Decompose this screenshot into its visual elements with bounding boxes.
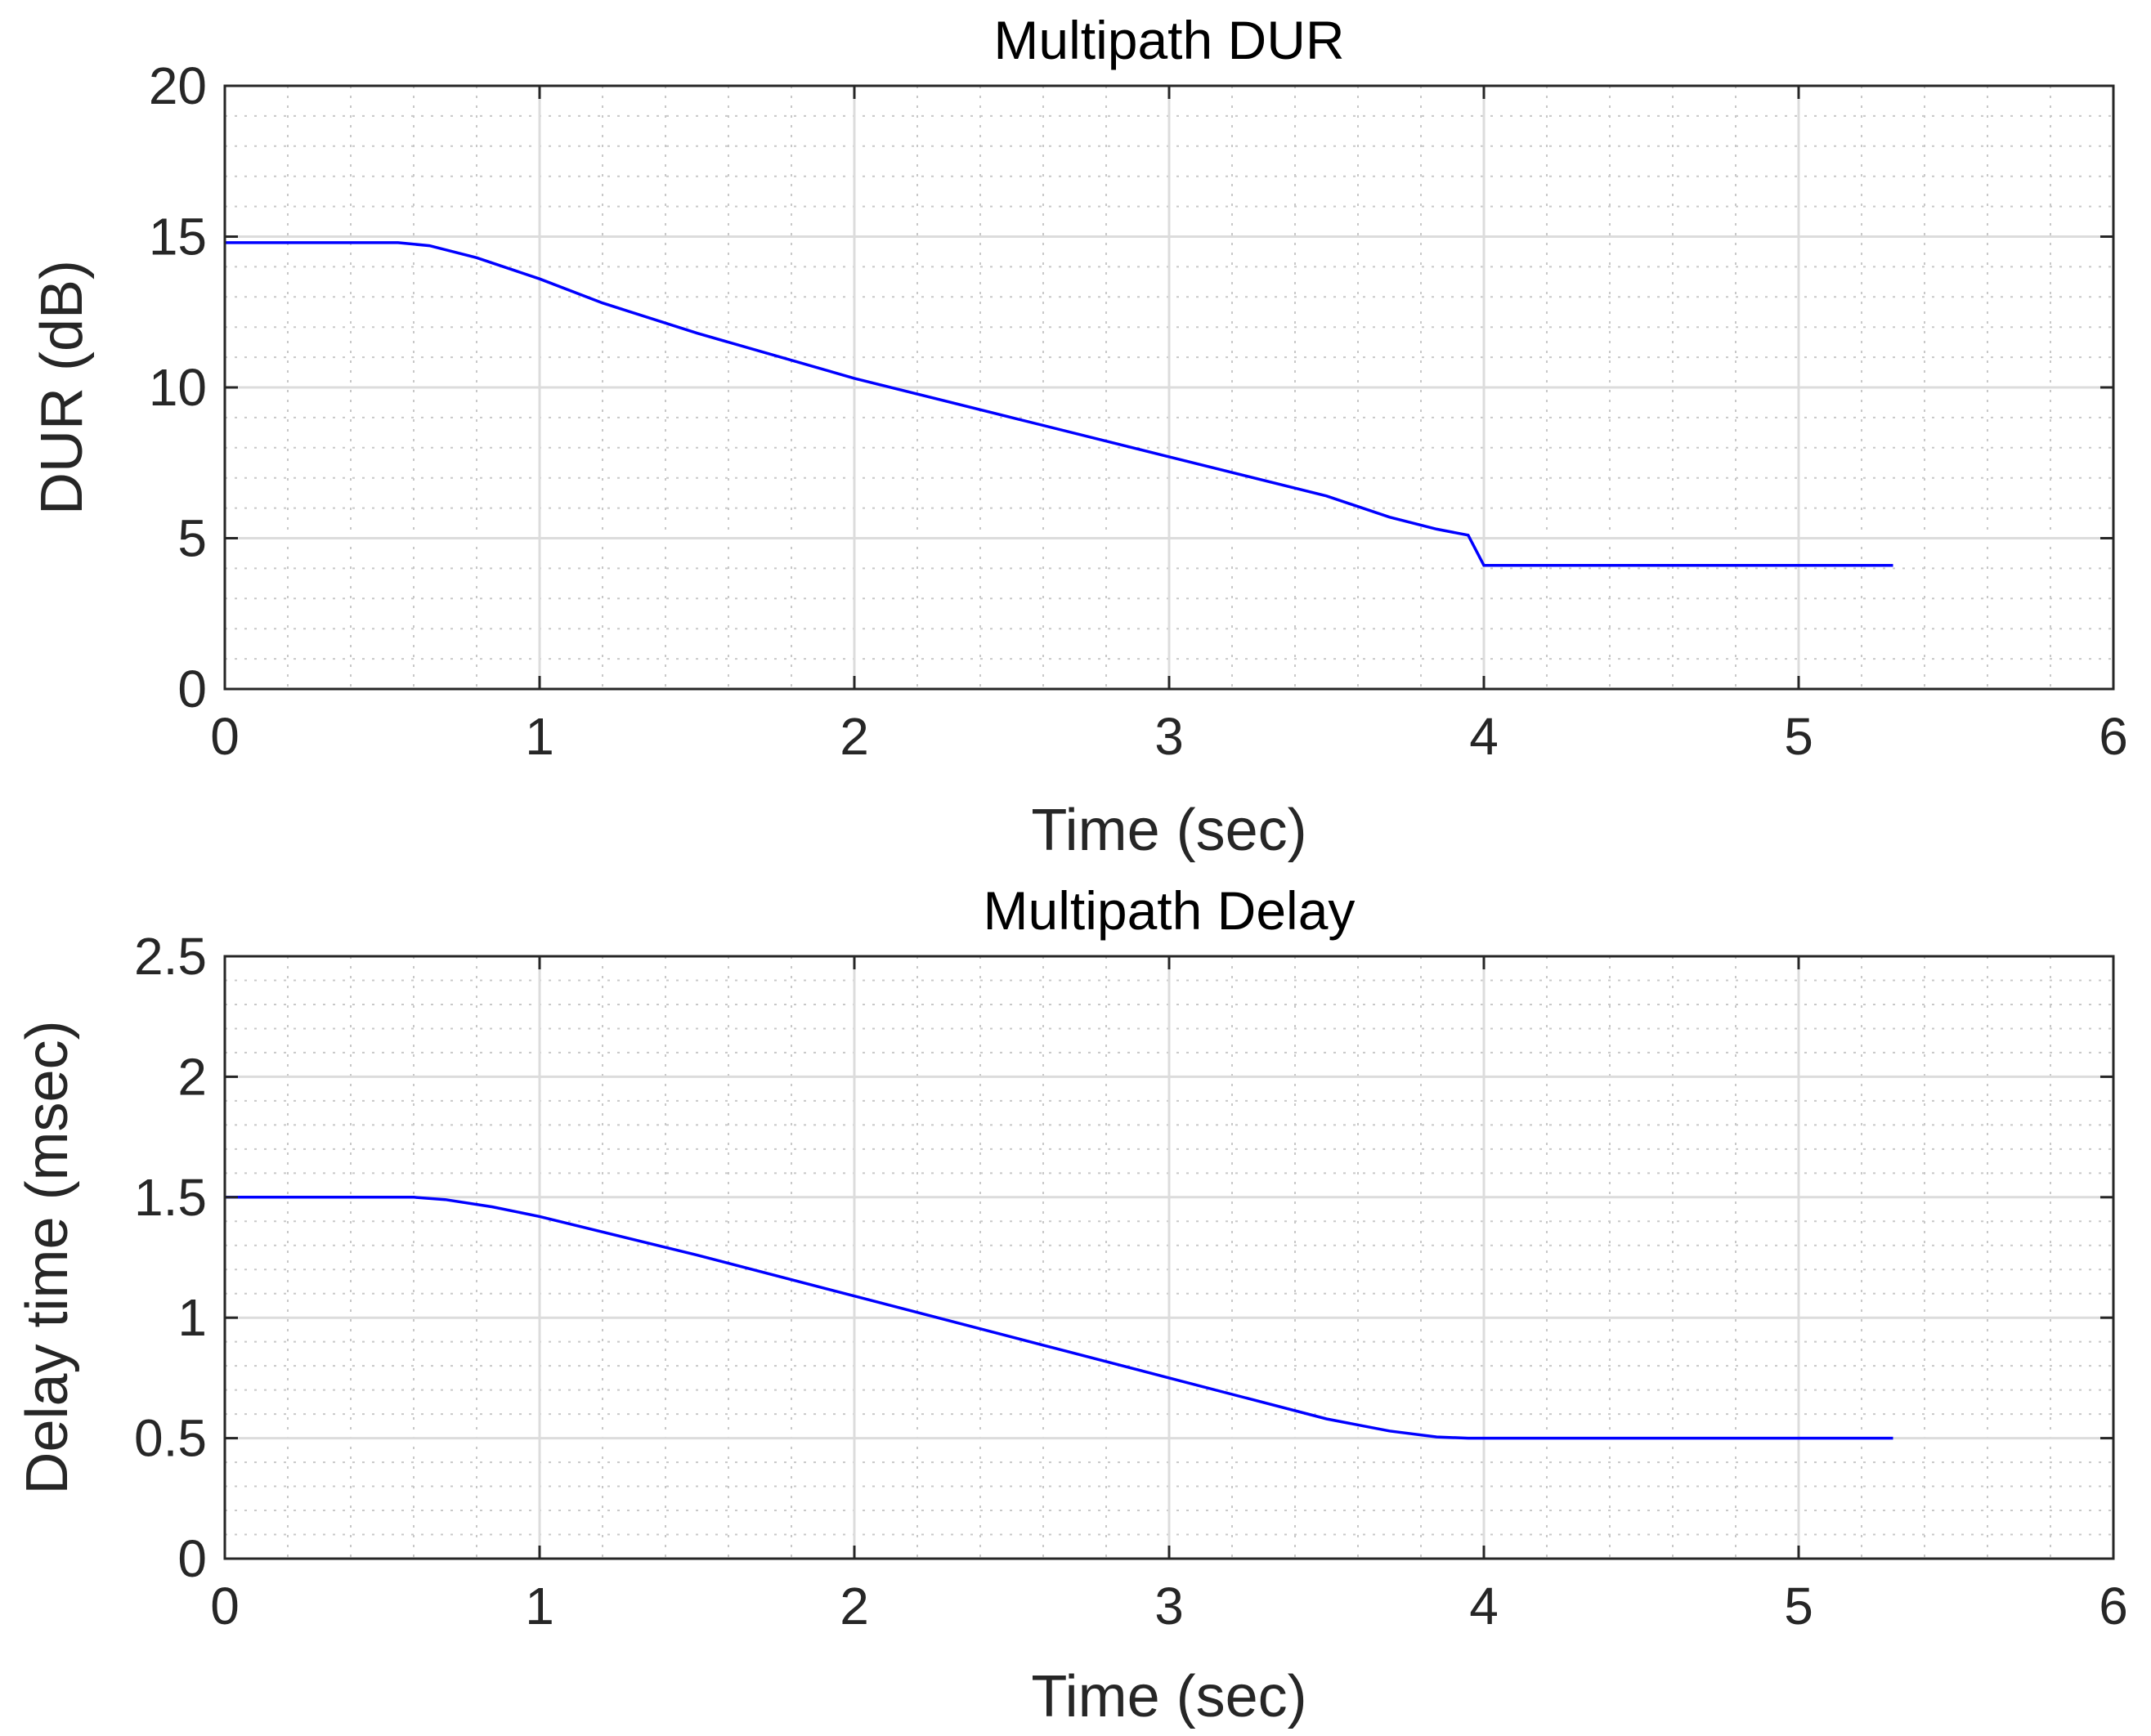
y-tick-label: 10 <box>149 358 207 417</box>
series-line <box>225 241 1893 567</box>
y-axis-label: Delay time (msec) <box>15 1020 80 1494</box>
x-tick-label: 5 <box>1784 707 1813 766</box>
y-axis-label: DUR (dB) <box>29 260 95 515</box>
y-tick-label: 1.5 <box>134 1168 207 1227</box>
x-tick-label: 3 <box>1154 707 1184 766</box>
plot-multipath-delay: 0 1 2 3 4 5 6 0 0.5 1 1.5 2 2.5 Multipath Delay Time (… <box>15 880 2128 1729</box>
chart-title: Multipath DUR <box>993 10 1344 70</box>
x-tick-label: 4 <box>1469 1577 1499 1635</box>
x-tick-label: 6 <box>2099 707 2128 766</box>
x-axis-label: Time (sec) <box>1031 798 1306 863</box>
x-tick-label: 4 <box>1469 707 1499 766</box>
y-tick-label: 20 <box>149 56 207 115</box>
x-tick-label: 5 <box>1784 1577 1813 1635</box>
y-tick-label: 2.5 <box>134 927 207 986</box>
plot-multipath-dur: 0 1 2 3 4 5 6 0 5 10 15 20 Multipath DUR Time (sec) DU… <box>29 10 2128 863</box>
y-tick-label: 5 <box>177 509 207 568</box>
y-tick-label: 0 <box>177 1529 207 1588</box>
y-tick-label: 0 <box>177 660 207 718</box>
x-tick-label: 1 <box>525 707 554 766</box>
x-tick-label: 0 <box>210 1577 240 1635</box>
major-grid <box>223 84 2115 691</box>
y-tick-label: 1 <box>177 1288 207 1347</box>
major-grid <box>223 955 2115 1560</box>
x-tick-label: 2 <box>840 1577 869 1635</box>
x-tick-label: 0 <box>210 707 240 766</box>
x-tick-label: 2 <box>840 707 869 766</box>
x-tick-label: 1 <box>525 1577 554 1635</box>
x-tick-label: 6 <box>2099 1577 2128 1635</box>
x-tick-label: 3 <box>1154 1577 1184 1635</box>
chart-title: Multipath Delay <box>984 880 1356 941</box>
series-line <box>225 1196 1893 1440</box>
y-tick-label: 2 <box>177 1047 207 1106</box>
y-tick-label: 15 <box>149 208 207 266</box>
y-tick-label: 0.5 <box>134 1409 207 1468</box>
x-axis-label: Time (sec) <box>1031 1664 1306 1729</box>
